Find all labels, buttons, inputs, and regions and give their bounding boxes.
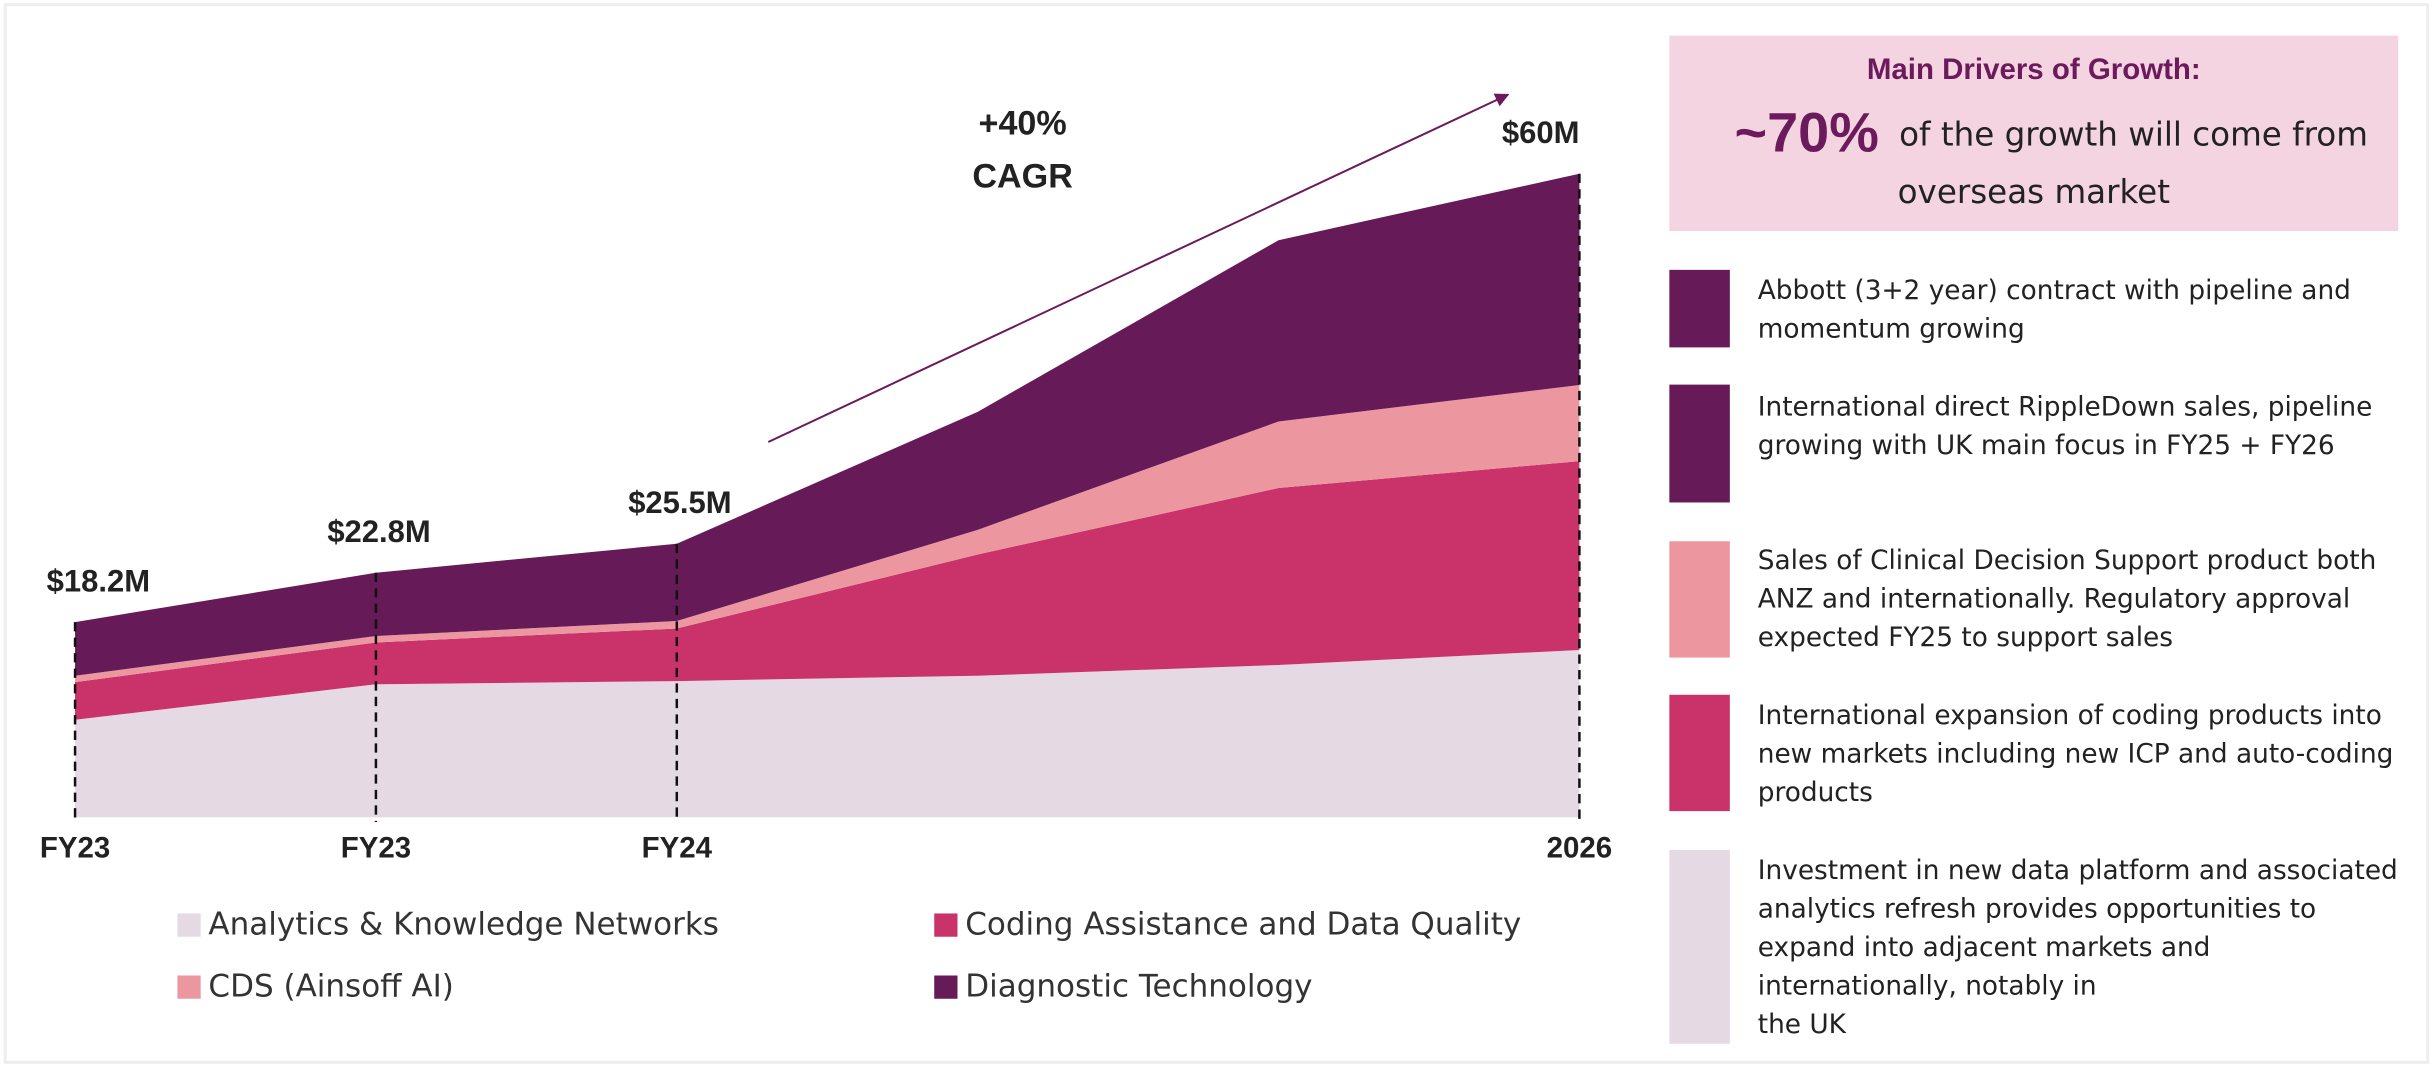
legend-label: Analytics & Knowledge Networks	[208, 906, 719, 942]
frame	[3, 3, 2430, 1064]
x-tick-label: FY23	[341, 832, 411, 865]
x-tick-label: FY23	[40, 832, 110, 865]
driver-swatch	[1669, 269, 1730, 348]
total-label: $60M	[1502, 115, 1580, 150]
area	[75, 173, 1580, 676]
driver-text: growing with UK main focus in FY25 + FY2…	[1758, 431, 2335, 461]
driver-swatch	[1669, 541, 1730, 658]
header-box	[1669, 35, 2399, 232]
driver-text: Investment in new data platform and asso…	[1758, 856, 2398, 886]
panel-title: Main Drivers of Growth:	[1867, 53, 2201, 86]
annotation: CAGR	[972, 157, 1072, 195]
total-label: $18.2M	[47, 563, 150, 598]
legend-label: Coding Assistance and Data Quality	[965, 906, 1521, 942]
driver-swatch	[1669, 849, 1730, 1044]
driver-swatch	[1669, 694, 1730, 812]
area	[75, 385, 1580, 683]
driver-text: International expansion of coding produc…	[1758, 701, 2382, 731]
driver-swatch	[1669, 384, 1730, 503]
total-label: $25.5M	[628, 485, 731, 520]
highlight: ~70%	[1734, 100, 1878, 163]
driver-text: products	[1758, 778, 1873, 808]
driver-text: ANZ and internationally. Regulatory appr…	[1758, 584, 2350, 614]
area	[75, 649, 1580, 818]
highlight-line: ~70% of the growth will come from	[1734, 100, 2367, 163]
driver-text: Abbott (3+2 year) contract with pipeline…	[1758, 276, 2351, 306]
driver-text: momentum growing	[1758, 315, 2025, 345]
driver-text: International direct RippleDown sales, p…	[1758, 392, 2373, 422]
driver-text: the UK	[1758, 1010, 1847, 1040]
legend-swatch	[934, 975, 958, 999]
x-tick-label: 2026	[1547, 832, 1613, 865]
legend-swatch	[177, 975, 201, 999]
legend-label: Diagnostic Technology	[965, 968, 1312, 1004]
x-tick-label: FY24	[642, 832, 713, 865]
annotation: +40%	[979, 105, 1067, 143]
legend-swatch	[934, 913, 958, 937]
total-label: $22.8M	[327, 514, 430, 549]
driver-text: Sales of Clinical Decision Support produ…	[1758, 546, 2377, 576]
highlight-text2: overseas market	[1898, 173, 2170, 211]
cagr-arrow	[767, 93, 1510, 443]
area	[75, 461, 1580, 720]
driver-text: internationally, notably in	[1758, 971, 2097, 1001]
legend-label: CDS (Ainsoff AI)	[208, 968, 453, 1004]
legend-swatch	[177, 913, 201, 937]
driver-text: expected FY25 to support sales	[1758, 623, 2173, 653]
driver-text: analytics refresh provides opportunities…	[1758, 895, 2316, 925]
highlight-text: of the growth will come from	[1899, 115, 2368, 153]
driver-text: expand into adjacent markets and	[1758, 933, 2211, 963]
driver-text: new markets including new ICP and auto-c…	[1758, 739, 2394, 769]
